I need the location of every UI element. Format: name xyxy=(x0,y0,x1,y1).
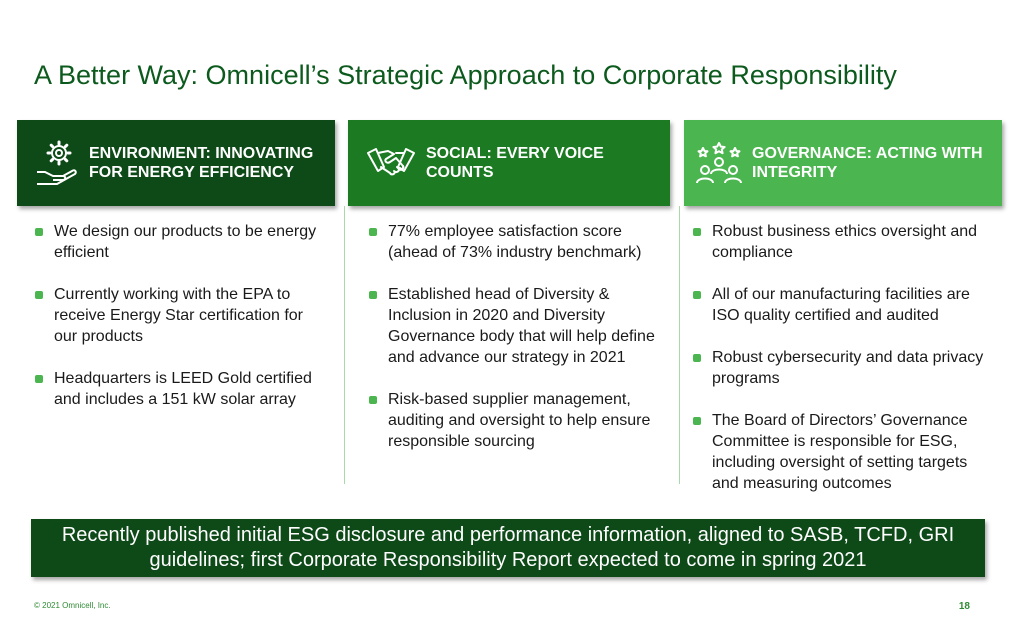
bullet-item: Headquarters is LEED Gold certified and … xyxy=(32,368,322,410)
gear-hand-icon xyxy=(35,140,79,186)
governance-header-label: GOVERNANCE: ACTING WITH INTEGRITY xyxy=(752,145,983,181)
bullet-item: The Board of Directors’ Governance Commi… xyxy=(690,410,990,494)
copyright: © 2021 Omnicell, Inc. xyxy=(34,601,111,610)
page-title: A Better Way: Omnicell’s Strategic Appro… xyxy=(34,60,897,90)
social-header-label: SOCIAL: EVERY VOICE COUNTS xyxy=(426,145,604,181)
handshake-icon xyxy=(366,145,416,181)
social-bullets: 77% employee satisfaction score (ahead o… xyxy=(366,221,656,473)
bullet-item: Robust business ethics oversight and com… xyxy=(690,221,990,263)
environment-header: ENVIRONMENT: INNOVATING FOR ENERGY EFFIC… xyxy=(17,120,335,206)
column-divider xyxy=(344,206,345,484)
governance-header: GOVERNANCE: ACTING WITH INTEGRITY xyxy=(684,120,1002,206)
bullet-item: All of our manufacturing facilities are … xyxy=(690,284,990,326)
bullet-item: Robust cybersecurity and data privacy pr… xyxy=(690,347,990,389)
bullet-item: Established head of Diversity & Inclusio… xyxy=(366,284,656,368)
summary-banner: Recently published initial ESG disclosur… xyxy=(31,519,985,577)
bullet-item: We design our products to be energy effi… xyxy=(32,221,322,263)
column-divider xyxy=(679,206,680,484)
social-header: SOCIAL: EVERY VOICE COUNTS xyxy=(348,120,670,206)
governance-bullets: Robust business ethics oversight and com… xyxy=(690,221,990,515)
bullet-item: Currently working with the EPA to receiv… xyxy=(32,284,322,347)
bullet-item: 77% employee satisfaction score (ahead o… xyxy=(366,221,656,263)
summary-banner-text: Recently published initial ESG disclosur… xyxy=(61,524,955,571)
environment-bullets: We design our products to be energy effi… xyxy=(32,221,322,431)
people-stars-icon xyxy=(696,142,742,184)
page-number: 18 xyxy=(958,601,970,612)
environment-header-label: ENVIRONMENT: INNOVATING FOR ENERGY EFFIC… xyxy=(89,145,314,181)
bullet-item: Risk-based supplier management, auditing… xyxy=(366,389,656,452)
